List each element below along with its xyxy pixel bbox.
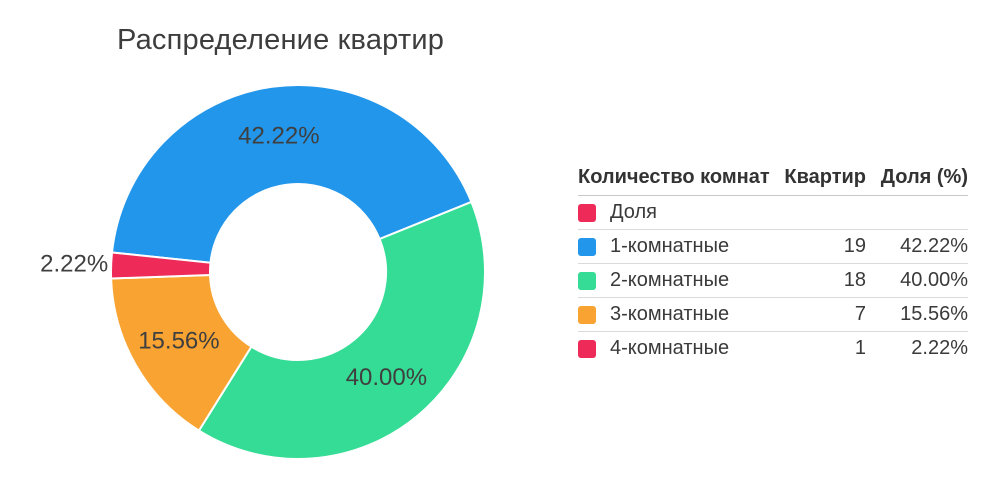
legend-swatch xyxy=(578,271,596,290)
legend-table-header: Количество комнат Квартир Доля (%) xyxy=(578,160,968,196)
header-rooms: Количество комнат xyxy=(578,166,770,188)
chart-title: Распределение квартир xyxy=(117,24,445,56)
donut-slice-1-rooms[interactable] xyxy=(111,84,473,264)
legend-swatch xyxy=(578,305,596,324)
donut-chart: 42.22% 40.00% 15.56% 2.22% xyxy=(40,84,486,460)
legend-count: 18 xyxy=(843,269,866,291)
legend-count: 19 xyxy=(843,235,866,257)
legend-count: 7 xyxy=(854,303,866,325)
legend-label: 2-комнатные xyxy=(610,269,730,291)
legend-swatch xyxy=(578,237,596,256)
slice-label-2-rooms: 40.00% xyxy=(346,364,427,391)
donut-slice-4-rooms[interactable] xyxy=(110,251,212,280)
legend-share: 42.22% xyxy=(900,235,968,257)
slice-label-4-rooms: 2.22% xyxy=(40,251,108,278)
legend-swatch xyxy=(578,203,596,222)
header-count: Квартир xyxy=(784,166,866,188)
legend-row-4-rooms[interactable]: 4-комнатные 1 2.22% xyxy=(578,332,968,365)
legend-share: 2.22% xyxy=(911,337,968,359)
donut-slice-2-rooms[interactable] xyxy=(197,200,486,460)
legend-row-1-rooms[interactable]: 1-комнатные 19 42.22% xyxy=(578,230,968,264)
header-share: Доля (%) xyxy=(880,166,968,188)
legend-table: Количество комнат Квартир Доля (%) Доля … xyxy=(578,160,968,365)
legend-row-2-rooms[interactable]: 2-комнатные 18 40.00% xyxy=(578,264,968,298)
legend-row-total-share[interactable]: Доля xyxy=(578,196,968,230)
slice-label-3-rooms: 15.56% xyxy=(138,327,219,354)
legend-label: Доля xyxy=(610,201,657,223)
legend-label: 3-комнатные xyxy=(610,303,730,325)
slice-label-1-rooms: 42.22% xyxy=(238,122,319,149)
legend-label: 1-комнатные xyxy=(610,235,730,257)
legend-swatch xyxy=(578,339,596,358)
legend-label: 4-комнатные xyxy=(610,337,730,359)
legend-count: 1 xyxy=(854,337,866,359)
legend-share: 40.00% xyxy=(900,269,968,291)
legend-share: 15.56% xyxy=(900,303,968,325)
donut-slice-3-rooms[interactable] xyxy=(110,274,253,432)
legend-row-3-rooms[interactable]: 3-комнатные 7 15.56% xyxy=(578,298,968,332)
